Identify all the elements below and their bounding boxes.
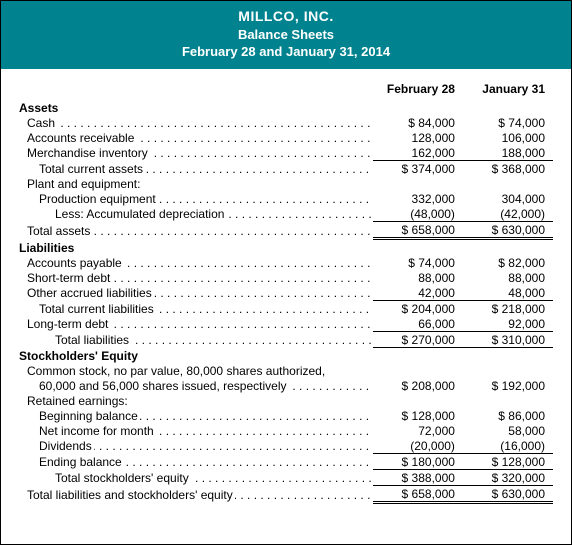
row-inv: Merchandise inventory162,000188,000	[19, 145, 553, 161]
row-eb: Ending balance$ 180,000$ 128,000	[19, 453, 553, 469]
row-cash: Cash$ 84,000$ 74,000	[19, 115, 553, 130]
row-std: Short-term debt88,00088,000	[19, 270, 553, 285]
row-ap: Accounts payable$ 74,000$ 82,000	[19, 255, 553, 270]
row-cs1: Common stock, no par value, 80,000 share…	[19, 363, 553, 378]
row-acc: Less: Accumulated depreciation(48,000)(4…	[19, 206, 553, 222]
row-tse: Total stockholders' equity$ 388,000$ 320…	[19, 469, 553, 485]
row-tcl: Total current liabilities$ 204,000$ 218,…	[19, 300, 553, 316]
row-ar: Accounts receivable128,000106,000	[19, 130, 553, 145]
balance-table: February 28 January 31 Assets Cash$ 84,0…	[19, 75, 553, 504]
report-header: MILLCO, INC. Balance Sheets February 28 …	[1, 1, 571, 69]
row-re: Retained earnings:	[19, 393, 553, 408]
report-title: Balance Sheets	[1, 26, 571, 44]
row-ni: Net income for month72,00058,000	[19, 423, 553, 438]
report-body: February 28 January 31 Assets Cash$ 84,0…	[1, 69, 571, 514]
section-liabilities: Liabilities	[19, 238, 553, 255]
row-pe: Plant and equipment:	[19, 176, 553, 191]
col-feb: February 28	[373, 75, 463, 100]
row-div: Dividends(20,000)(16,000)	[19, 438, 553, 454]
report-dates: February 28 and January 31, 2014	[1, 43, 571, 61]
company-name: MILLCO, INC.	[1, 7, 571, 26]
row-cs2: 60,000 and 56,000 shares issued, respect…	[19, 378, 553, 393]
section-assets: Assets	[19, 100, 553, 115]
row-tl: Total liabilities$ 270,000$ 310,000	[19, 331, 553, 347]
column-header-row: February 28 January 31	[19, 75, 553, 100]
row-ta: Total assets$ 658,000$ 630,000	[19, 221, 553, 238]
row-ltd: Long-term debt66,00092,000	[19, 316, 553, 332]
col-jan: January 31	[463, 75, 553, 100]
row-bb: Beginning balance$ 128,000$ 86,000	[19, 408, 553, 423]
row-tca: Total current assets$ 374,000$ 368,000	[19, 160, 553, 176]
row-oal: Other accrued liabilities42,00048,000	[19, 285, 553, 301]
balance-sheet: MILLCO, INC. Balance Sheets February 28 …	[0, 0, 572, 545]
row-prod: Production equipment332,000304,000	[19, 191, 553, 206]
row-tlse: Total liabilities and stockholders' equi…	[19, 485, 553, 502]
section-se: Stockholders' Equity	[19, 347, 553, 363]
